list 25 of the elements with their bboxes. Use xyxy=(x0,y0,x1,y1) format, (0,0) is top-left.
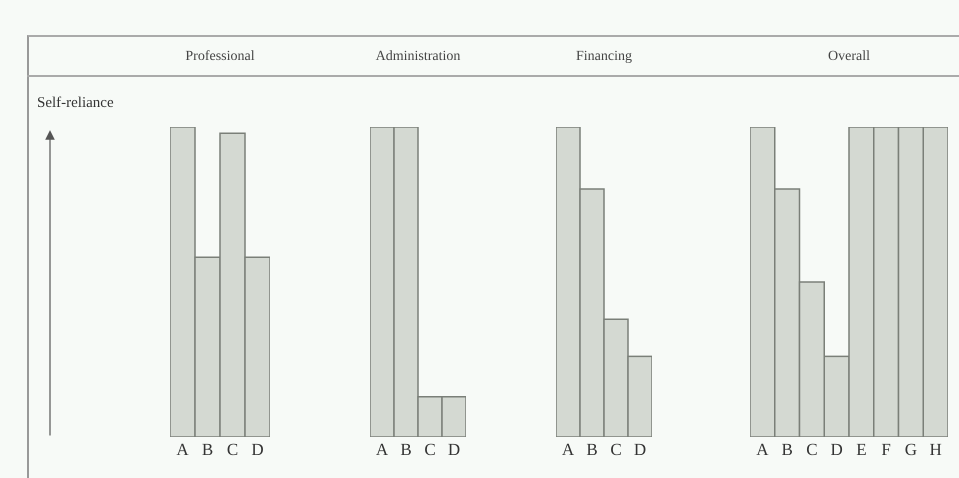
x-tick-label: D xyxy=(448,440,460,459)
x-tick-label: A xyxy=(176,440,190,459)
chart-title: Administration xyxy=(376,48,460,64)
x-tick-label: C xyxy=(806,440,818,459)
x-tick-label: H xyxy=(929,440,942,459)
chart-title: Professional xyxy=(185,48,255,64)
x-tick-label: C xyxy=(424,440,436,459)
x-tick-label: D xyxy=(251,440,264,459)
x-tick-label: A xyxy=(562,440,575,459)
x-tick-label: C xyxy=(226,440,238,459)
x-tick-label: A xyxy=(756,440,770,459)
x-tick-label: C xyxy=(610,440,622,459)
x-tick-label: E xyxy=(856,440,867,459)
x-tick-label: B xyxy=(202,440,214,459)
x-tick-label: F xyxy=(881,440,891,459)
x-tick-label: D xyxy=(634,440,646,459)
x-tick-label: G xyxy=(904,440,918,459)
chart-title: Financing xyxy=(576,48,632,64)
chart-title: Overall xyxy=(828,48,870,64)
x-tick-label: B xyxy=(586,440,598,459)
x-tick-label: B xyxy=(781,440,793,459)
y-axis-title: Self-reliance xyxy=(37,95,114,111)
x-tick-label: D xyxy=(830,440,843,459)
x-tick-label: A xyxy=(376,440,389,459)
x-tick-label: B xyxy=(400,440,412,459)
